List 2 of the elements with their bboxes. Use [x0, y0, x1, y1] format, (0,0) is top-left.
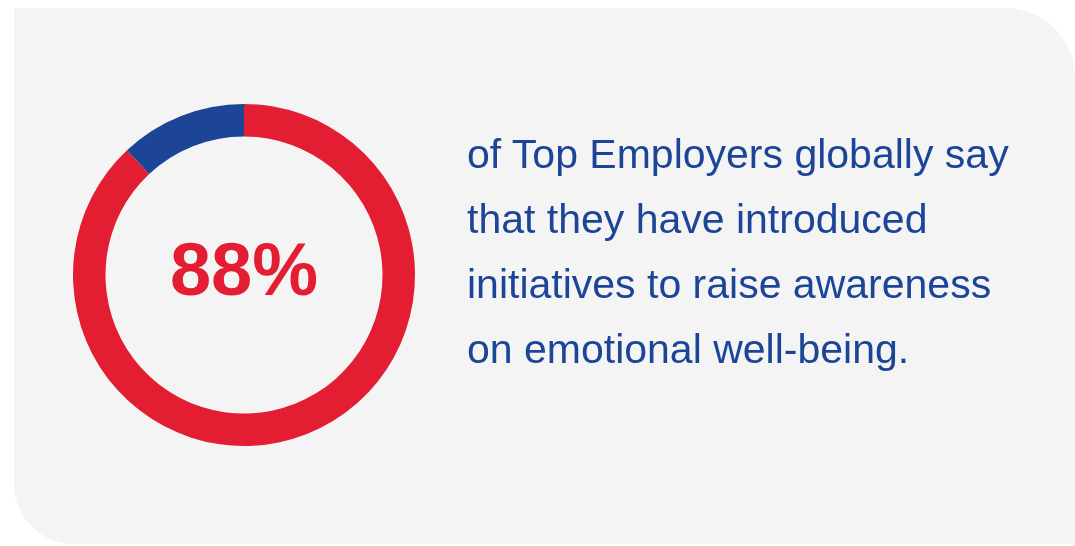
- data-label: 88%: [169, 228, 319, 312]
- text: of Top Employers globally say that they have introduced initiatives to raise awareness on emotional well-being.: [467, 130, 1010, 374]
